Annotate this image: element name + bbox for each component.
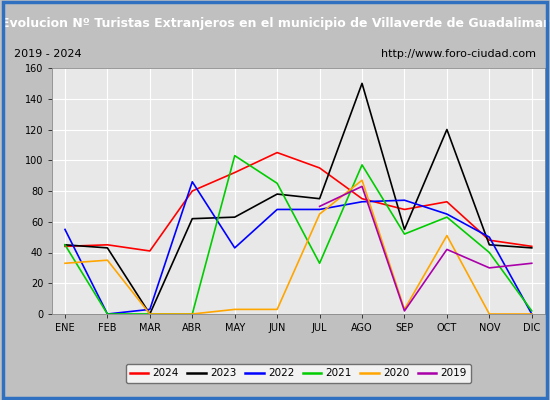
Legend: 2024, 2023, 2022, 2021, 2020, 2019: 2024, 2023, 2022, 2021, 2020, 2019 [125, 364, 471, 382]
Text: 2019 - 2024: 2019 - 2024 [14, 49, 81, 59]
Text: http://www.foro-ciudad.com: http://www.foro-ciudad.com [381, 49, 536, 59]
Text: Evolucion Nº Turistas Extranjeros en el municipio de Villaverde de Guadalimar: Evolucion Nº Turistas Extranjeros en el … [1, 16, 549, 30]
